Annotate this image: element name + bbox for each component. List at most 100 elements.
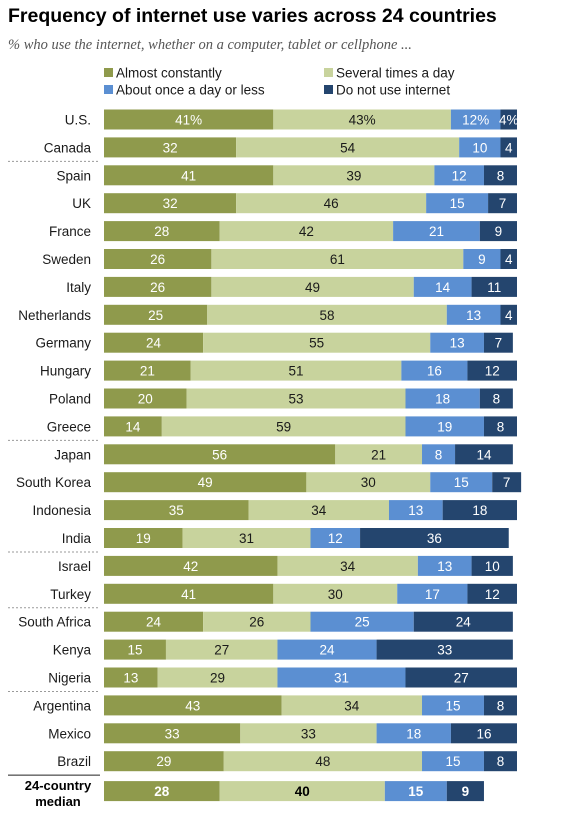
bar-segment-several-times-a-day [248, 500, 389, 521]
data-label: 61 [330, 252, 345, 267]
bar-segment-once-a-day-or-less [376, 723, 451, 744]
data-label: 16 [427, 364, 442, 379]
bar-segment-several-times-a-day [273, 109, 451, 130]
bar-segment-several-times-a-day [211, 276, 414, 297]
bar-segment-do-not-use-internet [488, 193, 517, 214]
data-label: 49 [198, 475, 213, 490]
bar-segment-almost-constantly [104, 723, 241, 744]
data-label: 27 [454, 671, 469, 686]
country-label: Indonesia [32, 503, 91, 518]
chart-title: Frequency of internet use varies across … [8, 5, 497, 27]
bar-segment-almost-constantly [104, 165, 274, 186]
bar-segment-do-not-use-internet [492, 472, 522, 493]
country-label: France [49, 224, 91, 239]
data-label: 24 [146, 615, 162, 630]
data-label: 15 [445, 754, 460, 769]
bar-segment-do-not-use-internet [500, 109, 517, 130]
bar-segment-once-a-day-or-less [459, 137, 501, 158]
bar-segment-almost-constantly [104, 388, 187, 409]
data-label: 24 [320, 643, 336, 658]
data-label: 8 [493, 392, 501, 407]
bar-segment-do-not-use-internet [500, 137, 517, 158]
bar-segment-almost-constantly [104, 472, 307, 493]
data-label: 25 [355, 615, 370, 630]
data-label: 17 [425, 587, 440, 602]
bar-segment-once-a-day-or-less [426, 193, 489, 214]
data-label: 42 [183, 559, 198, 574]
data-label: 18 [435, 392, 450, 407]
bar-segment-almost-constantly [104, 193, 237, 214]
legend-label-once-a-day-or-less: About once a day or less [116, 83, 265, 98]
bar-segment-several-times-a-day [203, 611, 311, 632]
data-label: 51 [289, 364, 304, 379]
bar-segment-several-times-a-day [306, 472, 431, 493]
bar-segment-several-times-a-day [157, 667, 278, 688]
bar-segment-do-not-use-internet [442, 500, 517, 521]
bar-segment-several-times-a-day [273, 165, 435, 186]
data-label: 33 [437, 643, 452, 658]
country-label: Mexico [48, 726, 91, 741]
data-label: 34 [311, 503, 327, 518]
chart-subtitle: % who use the internet, whether on a com… [8, 37, 412, 53]
data-label: 31 [334, 671, 349, 686]
bar-segment-once-a-day-or-less [384, 781, 447, 802]
data-label: 34 [344, 698, 360, 713]
data-label: 46 [324, 196, 339, 211]
bar-segment-several-times-a-day [277, 555, 418, 576]
bar-segment-almost-constantly [104, 695, 282, 716]
data-label: 9 [478, 252, 486, 267]
bar-segment-do-not-use-internet [471, 276, 517, 297]
data-label: 19 [136, 531, 151, 546]
data-label: 21 [429, 224, 444, 239]
bar-segment-several-times-a-day [240, 723, 377, 744]
data-label: 30 [328, 587, 343, 602]
data-label: 7 [503, 475, 511, 490]
data-label: 15 [127, 643, 142, 658]
country-label: Sweden [42, 252, 91, 267]
data-label: 12 [452, 168, 467, 183]
data-label: 55 [309, 336, 324, 351]
data-label: 39 [346, 168, 361, 183]
data-label: 24 [146, 336, 162, 351]
data-label: 19 [437, 419, 452, 434]
country-label: Kenya [53, 643, 92, 658]
data-label: 28 [154, 784, 170, 799]
bar-segment-once-a-day-or-less [388, 500, 443, 521]
data-label: 15 [454, 475, 469, 490]
data-label: 28 [154, 224, 169, 239]
bar-segment-do-not-use-internet [455, 444, 513, 465]
country-label: Nigeria [48, 671, 91, 686]
bar-segment-do-not-use-internet [483, 165, 517, 186]
bar-segment-do-not-use-internet [500, 304, 517, 325]
data-label: 12 [485, 364, 500, 379]
data-label: 40 [295, 784, 310, 799]
bar-segment-do-not-use-internet [483, 751, 517, 772]
bar-segment-once-a-day-or-less [422, 695, 484, 716]
data-label: 18 [472, 503, 487, 518]
bar-segment-do-not-use-internet [471, 555, 513, 576]
legend-swatch-almost-constantly [104, 68, 113, 77]
data-label: 15 [445, 698, 460, 713]
data-label: 8 [497, 698, 505, 713]
bar-segment-do-not-use-internet [479, 388, 513, 409]
data-label: 12 [328, 531, 343, 546]
bar-segment-almost-constantly [104, 639, 166, 660]
data-label: 33 [301, 726, 316, 741]
country-label: Hungary [40, 364, 91, 379]
bar-segment-once-a-day-or-less [405, 416, 484, 437]
country-label: South Korea [16, 475, 92, 490]
bar-segment-do-not-use-internet [467, 360, 517, 381]
data-label: 33 [165, 726, 180, 741]
median-label: 24-country median [25, 778, 92, 809]
data-label: 4 [505, 252, 513, 267]
data-label: 13 [408, 503, 423, 518]
bar-segment-almost-constantly [104, 667, 158, 688]
data-label: 32 [163, 196, 178, 211]
data-label: 41% [175, 113, 202, 128]
data-label: 56 [212, 447, 227, 462]
data-label: 24 [456, 615, 472, 630]
legend-label-several-times-a-day: Several times a day [336, 66, 455, 81]
data-label: 42 [299, 224, 314, 239]
bar-segment-do-not-use-internet [413, 611, 513, 632]
